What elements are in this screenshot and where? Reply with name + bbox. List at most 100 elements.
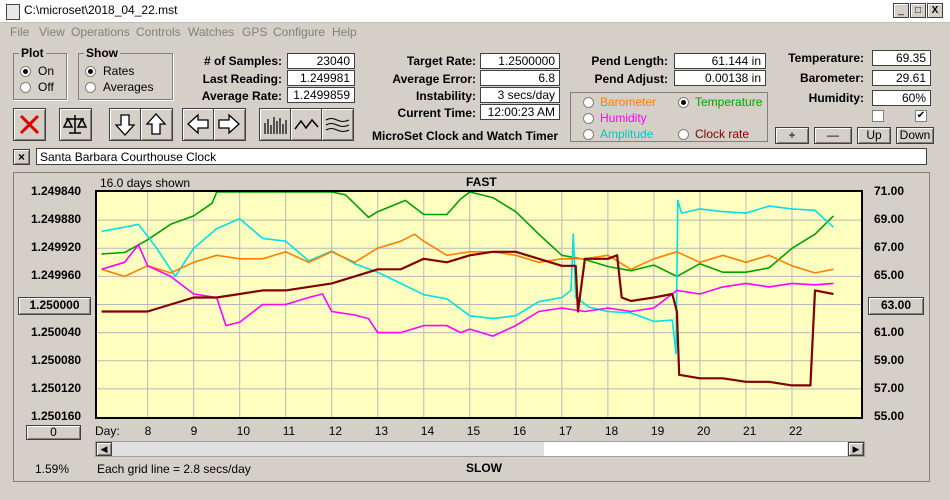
temperature-radio[interactable] (678, 97, 689, 108)
barometer-radio[interactable] (583, 97, 594, 108)
stop-x-icon[interactable] (13, 108, 46, 141)
line-graph-icon[interactable] (290, 108, 323, 141)
amplitude-option[interactable]: Amplitude (600, 127, 654, 141)
y-right-tick-label: 69.00 (874, 212, 905, 227)
y-left-tick-label: 1.250160 (31, 409, 82, 423)
average-error-label: Average Error: (392, 72, 476, 86)
slow-label: SLOW (466, 461, 502, 475)
restore-button[interactable]: □ (910, 3, 926, 18)
x-tick-label: 18 (604, 424, 619, 438)
y-right-tick-label: 71.00 (874, 184, 905, 198)
temperature-option[interactable]: Temperature (695, 95, 763, 109)
plot-on-label[interactable]: On (38, 64, 55, 78)
x-tick-label: 21 (742, 424, 757, 438)
arrow-down-icon[interactable] (109, 108, 142, 141)
arrow-up-icon[interactable] (140, 108, 173, 141)
menu-configure[interactable]: Configure (273, 25, 326, 39)
barometer-label: Barometer: (799, 71, 864, 85)
days-shown-label: 16.0 days shown (100, 176, 191, 190)
wave-lines-icon[interactable] (321, 108, 354, 141)
y-right-tick-label: 67.00 (874, 240, 905, 255)
sensor-up-button[interactable]: Up (857, 127, 891, 144)
right-axis-center-button[interactable]: 63.00 (868, 297, 924, 315)
menu-view[interactable]: View (39, 25, 65, 39)
time-scrollbar[interactable]: ◀ ▶ (95, 441, 865, 457)
x-tick-label: 19 (650, 424, 665, 438)
scroll-right-arrow[interactable]: ▶ (848, 442, 864, 456)
menu-watches[interactable]: Watches (188, 25, 235, 39)
sensor-plus-button[interactable]: + (775, 127, 809, 144)
balance-scale-icon[interactable] (59, 108, 92, 141)
series-line-amplitude (101, 199, 834, 355)
show-rates-label[interactable]: Rates (103, 64, 135, 78)
average-rate-value: 1.2499859 (287, 87, 355, 103)
plot-off-label[interactable]: Off (38, 80, 54, 94)
pend-length-value: 61.144 in (674, 53, 766, 69)
clockrate-radio[interactable] (678, 129, 689, 140)
arrow-left-icon[interactable] (182, 108, 215, 141)
y-right-tick-label: 65.00 (874, 268, 905, 283)
x-tick-label: 11 (282, 424, 296, 438)
temperature-value: 69.35 (872, 50, 931, 66)
humidity-option[interactable]: Humidity (600, 111, 647, 125)
pend-adjust-value: 0.00138 in (674, 70, 766, 86)
x-tick-label: 16 (512, 424, 527, 438)
histogram-icon[interactable] (259, 108, 292, 141)
bottom-left-button[interactable]: 0 (26, 425, 81, 440)
samples-value: 23040 (287, 53, 355, 69)
close-button[interactable]: X (927, 3, 943, 18)
plot-group-title: Plot (19, 46, 46, 60)
humidity-radio[interactable] (583, 113, 594, 124)
series-line-temperature (101, 192, 834, 278)
x-tick-label: 13 (374, 424, 389, 438)
y-left-tick-label: 1.249840 (31, 184, 82, 198)
sensor-checkbox-right[interactable]: ✔ (915, 110, 927, 122)
y-right-tick-label: 61.00 (874, 324, 905, 339)
sensor-down-button[interactable]: Down (896, 127, 934, 144)
humidity-value: 60% (872, 90, 931, 106)
show-averages-label[interactable]: Averages (103, 80, 154, 94)
minimize-button[interactable]: _ (893, 3, 909, 18)
y-right-tick-label: 57.00 (874, 380, 905, 395)
last-reading-label: Last Reading: (202, 72, 282, 86)
show-group (78, 53, 173, 100)
clock-name-field[interactable]: Santa Barbara Courthouse Clock (36, 148, 927, 165)
menu-controls[interactable]: Controls (136, 25, 181, 39)
sensor-checkbox-left[interactable] (872, 110, 884, 122)
y-left-tick-label: 1.249920 (31, 240, 82, 255)
pend-adjust-label: Pend Adjust: (594, 72, 668, 86)
barometer-option[interactable]: Barometer (600, 95, 657, 109)
x-tick-label: 17 (558, 424, 573, 438)
plot-on-radio[interactable] (20, 66, 31, 77)
grid-info-label: Each grid line = 2.8 secs/day (97, 462, 251, 476)
y-left-tick-label: 1.250120 (31, 380, 82, 395)
left-axis-center-button[interactable]: 1.250000 (18, 297, 91, 315)
y-left-tick-label: 1.250080 (31, 352, 82, 367)
x-tick-label: 14 (420, 424, 435, 438)
menu-file[interactable]: File (10, 25, 30, 39)
scrollbar-thumb[interactable] (544, 442, 847, 456)
target-rate-label: Target Rate: (406, 54, 476, 68)
average-rate-label: Average Rate: (201, 89, 282, 103)
show-group-title: Show (84, 46, 120, 60)
menu-gps[interactable]: GPS (242, 25, 268, 39)
y-right-tick-label: 59.00 (874, 352, 905, 367)
menu-operations[interactable]: Operations (71, 25, 130, 39)
samples-label: # of Samples: (203, 54, 282, 68)
app-icon[interactable] (6, 4, 20, 20)
amplitude-radio[interactable] (583, 129, 594, 140)
clock-name-clear-button[interactable]: × (13, 149, 30, 165)
menu-help[interactable]: Help (332, 25, 357, 39)
series-line-humidity (101, 243, 834, 337)
sensor-minus-button[interactable]: — (814, 127, 852, 144)
plot-svg (97, 192, 861, 417)
title-bar: C:\microset\2018_04_22.mst _ □ X (0, 0, 950, 23)
show-rates-radio[interactable] (85, 66, 96, 77)
plot-off-radio[interactable] (20, 82, 31, 93)
scroll-left-arrow[interactable]: ◀ (96, 442, 112, 456)
window-title: C:\microset\2018_04_22.mst (24, 3, 178, 17)
target-rate-value: 1.2500000 (480, 53, 560, 69)
arrow-right-icon[interactable] (213, 108, 246, 141)
clockrate-option[interactable]: Clock rate (695, 127, 750, 141)
show-averages-radio[interactable] (85, 82, 96, 93)
